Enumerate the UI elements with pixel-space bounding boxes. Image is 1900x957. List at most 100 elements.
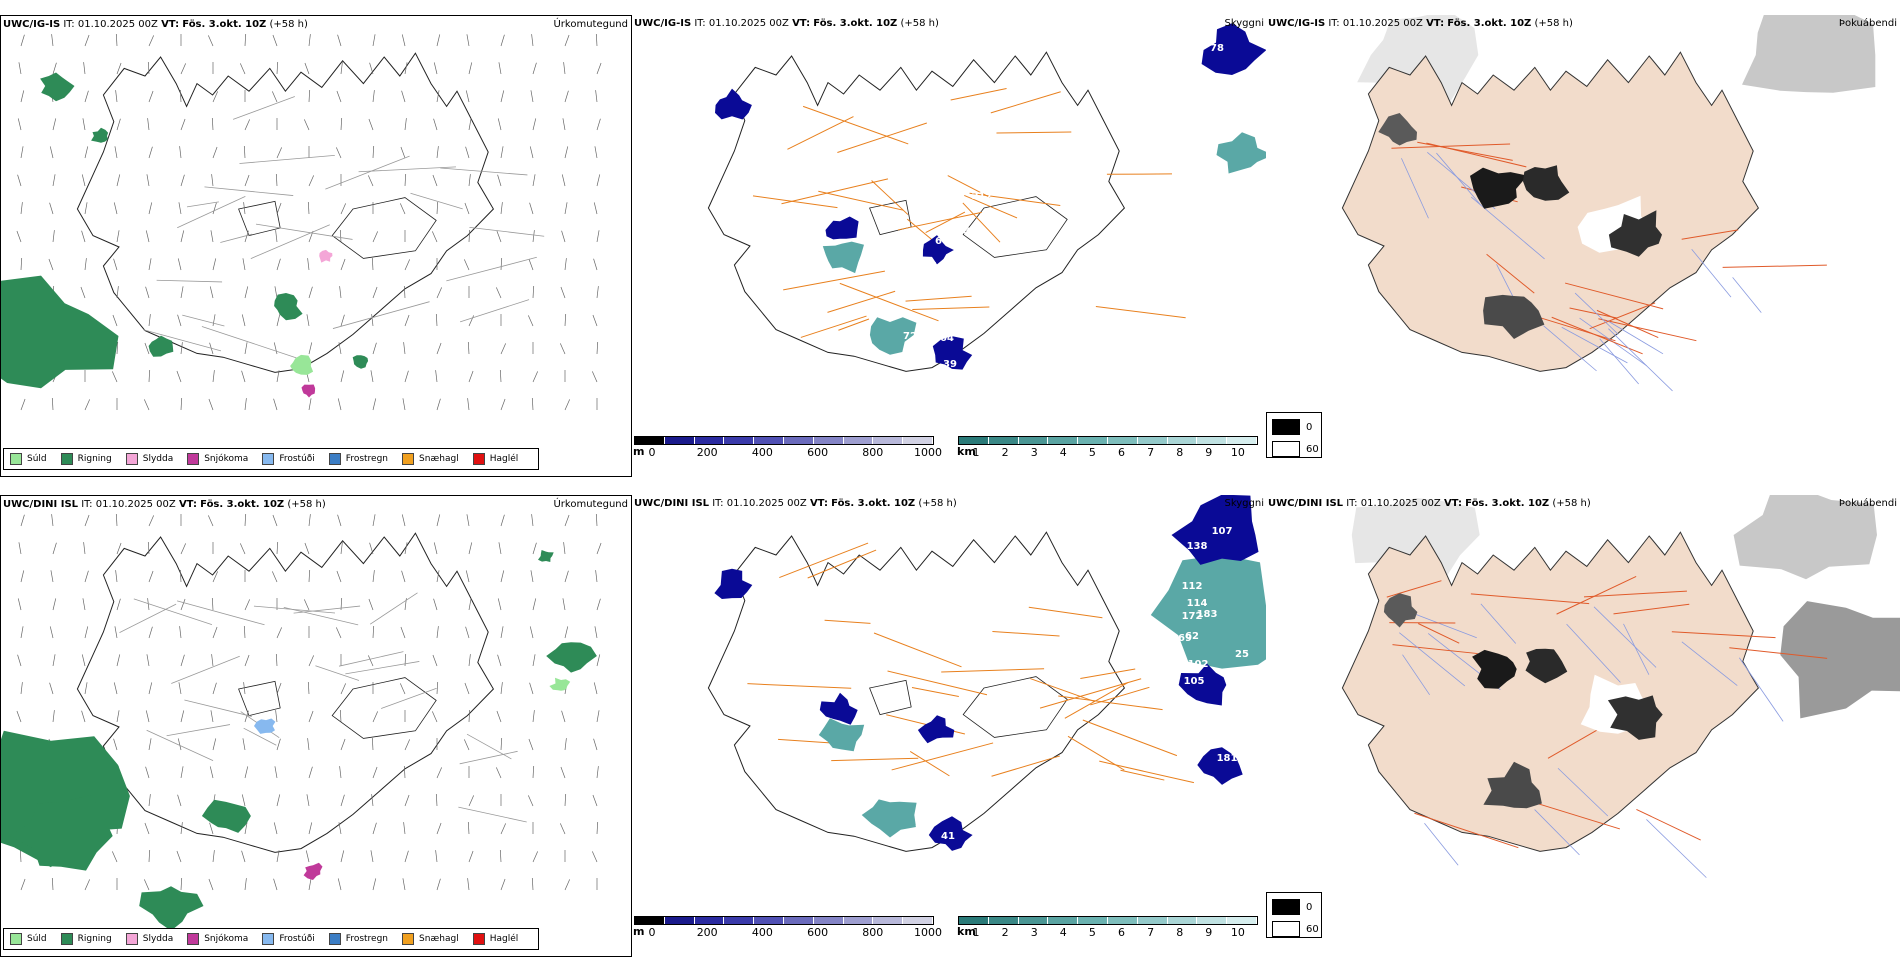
legend-swatch: [262, 933, 274, 945]
cloud-base-label: 64: [940, 333, 954, 344]
wind-barb: [531, 570, 533, 582]
wind-barb: [21, 879, 25, 890]
colorbar-tick: 1000: [914, 926, 942, 939]
wind-barb: [117, 543, 121, 554]
legend-item: Frostúði: [262, 453, 314, 465]
rain-area: [40, 73, 74, 102]
wind-barb: [53, 63, 56, 74]
wind-barb: [19, 62, 21, 74]
colorbar-tick: 600: [807, 926, 828, 939]
wind-barb: [533, 543, 536, 554]
precip-type-panel-dini: UWC/DINI ISL IT: 01.10.2025 00Z VT: Fös.…: [0, 495, 632, 957]
wind-barb: [467, 34, 469, 46]
wind-barb: [529, 739, 533, 750]
legend-item: Frostúði: [262, 933, 314, 945]
colorbar-tick: 800: [862, 926, 883, 939]
legend-swatch: [61, 933, 73, 945]
wind-barb: [531, 90, 533, 102]
wind-barb: [83, 118, 85, 130]
legend-label: Frostúði: [279, 454, 314, 464]
wind-barb: [245, 514, 246, 526]
legend-item: Rigning: [61, 933, 112, 945]
rain-area: [91, 128, 108, 143]
fog-index-panel-ig: UWC/IG-IS IT: 01.10.2025 00Z VT: Fös. 3.…: [1266, 15, 1900, 477]
wind-barb: [240, 543, 245, 554]
wind-barb: [560, 343, 565, 354]
wind-barb: [149, 370, 150, 382]
river-line: [1600, 339, 1639, 384]
wind-barb: [18, 598, 21, 610]
wind-barb: [82, 654, 85, 666]
wind-barb: [405, 795, 409, 806]
panel-title: Skyggni: [1224, 498, 1264, 509]
panel-title: Skyggni: [1224, 18, 1264, 29]
cloud-base-label: 107: [1167, 516, 1188, 527]
cloud-visibility-panel-dini: UWC/DINI ISL IT: 01.10.2025 00Z VT: Fös.…: [632, 495, 1266, 957]
legend-label: Súld: [27, 454, 47, 464]
wind-barb: [52, 878, 53, 890]
wind-barb: [405, 371, 408, 382]
colorbar-bin: [1227, 437, 1257, 444]
wind-barb: [498, 655, 501, 666]
wind-barb: [113, 315, 117, 326]
cloud-base-label: 102: [1188, 659, 1209, 670]
wind-barb: [467, 514, 469, 526]
wind-barb: [341, 850, 344, 862]
wind-barb: [373, 34, 375, 46]
legend-label: Slydda: [143, 934, 173, 944]
wind-barb: [594, 739, 597, 750]
wind-barb: [112, 851, 117, 862]
wind-barb: [53, 710, 54, 722]
colorbar-bin: [1078, 437, 1108, 444]
wind-barb: [500, 850, 501, 862]
colorbar-tick: 1: [973, 926, 980, 939]
wind-barb: [50, 146, 53, 158]
colorbar-bin: [1078, 917, 1108, 924]
colorbar-bin: [754, 917, 784, 924]
wind-barb: [498, 598, 501, 610]
wind-barb: [145, 343, 149, 354]
wind-barb: [277, 542, 278, 554]
fog-legend: 0 60: [1266, 412, 1322, 458]
wind-barb: [565, 515, 569, 526]
iceland-land: [1342, 532, 1758, 851]
rain-area: [538, 550, 554, 562]
wind-barb: [306, 850, 309, 862]
legend-swatch: [187, 933, 199, 945]
cloud-base-label: 41: [941, 831, 955, 842]
road-line: [467, 734, 511, 759]
colorbar-tick: 7: [1147, 446, 1154, 459]
wind-barb: [501, 682, 502, 694]
road-line: [1099, 761, 1194, 782]
wind-barb: [532, 398, 533, 410]
colorbar-tick: 10: [1231, 446, 1245, 459]
wind-barb: [240, 63, 245, 74]
wind-barb: [594, 682, 597, 694]
wind-barb: [85, 515, 89, 526]
wind-barb: [501, 570, 504, 582]
panel-title: Úrkomutegund: [553, 499, 628, 510]
wind-barb: [402, 514, 405, 526]
legend-item: Haglél: [473, 453, 519, 465]
wind-barb: [305, 543, 309, 554]
wind-barb: [562, 174, 565, 186]
wind-barb: [52, 34, 53, 46]
cloud-base-label: 25: [1235, 649, 1249, 660]
wind-barb: [84, 542, 85, 554]
colorbar-bin: [814, 437, 844, 444]
precip-type-panel-ig: UWC/IG-IS IT: 01.10.2025 00Z VT: Fös. 3.…: [0, 15, 632, 477]
wind-barb: [371, 850, 373, 862]
wind-barb: [436, 314, 437, 326]
wind-barb: [83, 598, 85, 610]
wind-barb: [82, 711, 85, 722]
colorbar-bin: [1019, 437, 1049, 444]
colorbar-bin: [1048, 437, 1078, 444]
colorbar-bin: [1138, 917, 1168, 924]
wind-barb: [85, 626, 88, 638]
cloud-base-label: 112: [1182, 581, 1203, 592]
wind-barb: [562, 231, 565, 242]
wind-barb: [50, 203, 53, 214]
wind-barb: [501, 258, 502, 270]
wind-barb: [50, 626, 53, 638]
